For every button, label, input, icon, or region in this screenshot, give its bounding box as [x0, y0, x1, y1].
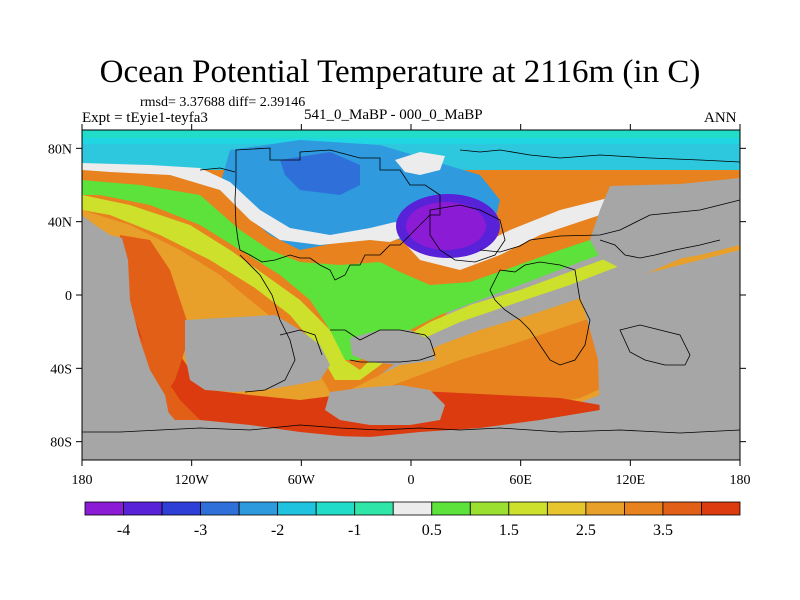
contour-band [82, 130, 740, 138]
land-mass [325, 385, 445, 425]
x-tick-label: 120W [175, 473, 210, 488]
colorbar-label: -4 [117, 522, 130, 539]
colorbar-swatch [315, 501, 356, 516]
season-label: ANN [704, 110, 737, 126]
y-tick-label: 80S [50, 436, 72, 451]
colorbar-label: 3.5 [653, 522, 673, 539]
colorbar-swatch [585, 501, 625, 516]
colorbar-swatch [508, 501, 548, 516]
zero-contour-belt [82, 163, 740, 270]
colorbar-label: -2 [271, 522, 284, 539]
contour-band [82, 180, 740, 360]
colorbar-swatch [662, 501, 702, 516]
colorbar-label: 2.5 [576, 522, 596, 539]
x-tick-label: 120E [616, 473, 646, 488]
colorbar-labels: -4 -3 -2 -1 0.5 1.5 2.5 3.5 [117, 522, 673, 539]
colorbar-swatch [84, 501, 124, 516]
colorbar-label: -3 [194, 522, 207, 539]
experiment-label: Expt = tEyie1-teyfa3 [82, 110, 208, 126]
x-tick-label: 60W [288, 473, 316, 488]
colorbar [84, 501, 741, 516]
temperature-field [82, 130, 740, 460]
colorbar-label: 1.5 [499, 522, 519, 539]
y-tick-label: 80N [48, 142, 72, 157]
contour-band [395, 152, 445, 175]
colorbar-swatch [123, 501, 163, 516]
colorbar-swatch [469, 501, 510, 516]
colorbar-swatch [354, 501, 394, 516]
land-mass [590, 178, 740, 268]
colorbar-swatch [200, 501, 240, 516]
colorbar-swatch [392, 501, 433, 516]
colorbar-swatch [277, 501, 317, 516]
land-mass [82, 215, 210, 460]
x-tick-label: 180 [72, 473, 93, 488]
y-tick-label: 0 [65, 289, 72, 304]
colorbar-swatch [238, 501, 279, 516]
y-tick-label: 40N [48, 216, 72, 231]
x-axis: 180 120W 60W 0 60E 120E 180 [72, 124, 751, 488]
contour-band [280, 152, 360, 195]
map-title: Ocean Potential Temperature at 2116m (in… [99, 54, 701, 90]
land-mass [350, 330, 435, 365]
contour-band [118, 235, 190, 395]
colorbar-swatch [161, 501, 201, 516]
x-tick-label: 0 [408, 473, 415, 488]
y-axis: 80N 40N 0 40S 80S [48, 142, 746, 451]
colorbar-swatch [701, 501, 741, 516]
coastlines [82, 147, 740, 434]
contour-band [82, 240, 740, 425]
land-mass [185, 315, 330, 392]
land-mass [82, 436, 740, 460]
colorbar-swatch [546, 501, 587, 516]
colorbar-swatch [431, 501, 471, 516]
rmsd-diff-stats: rmsd= 3.37688 diff= 2.39146 [140, 95, 306, 110]
y-tick-label: 40S [50, 362, 72, 377]
colorbar-label: 0.5 [422, 522, 442, 539]
period-label: 541_0_MaBP - 000_0_MaBP [304, 107, 483, 123]
x-tick-label: 60E [509, 473, 532, 488]
colorbar-label: -1 [348, 522, 361, 539]
x-tick-label: 180 [730, 473, 751, 488]
colorbar-swatch [624, 501, 664, 516]
cold-core [406, 202, 486, 250]
land-mass [580, 250, 740, 460]
